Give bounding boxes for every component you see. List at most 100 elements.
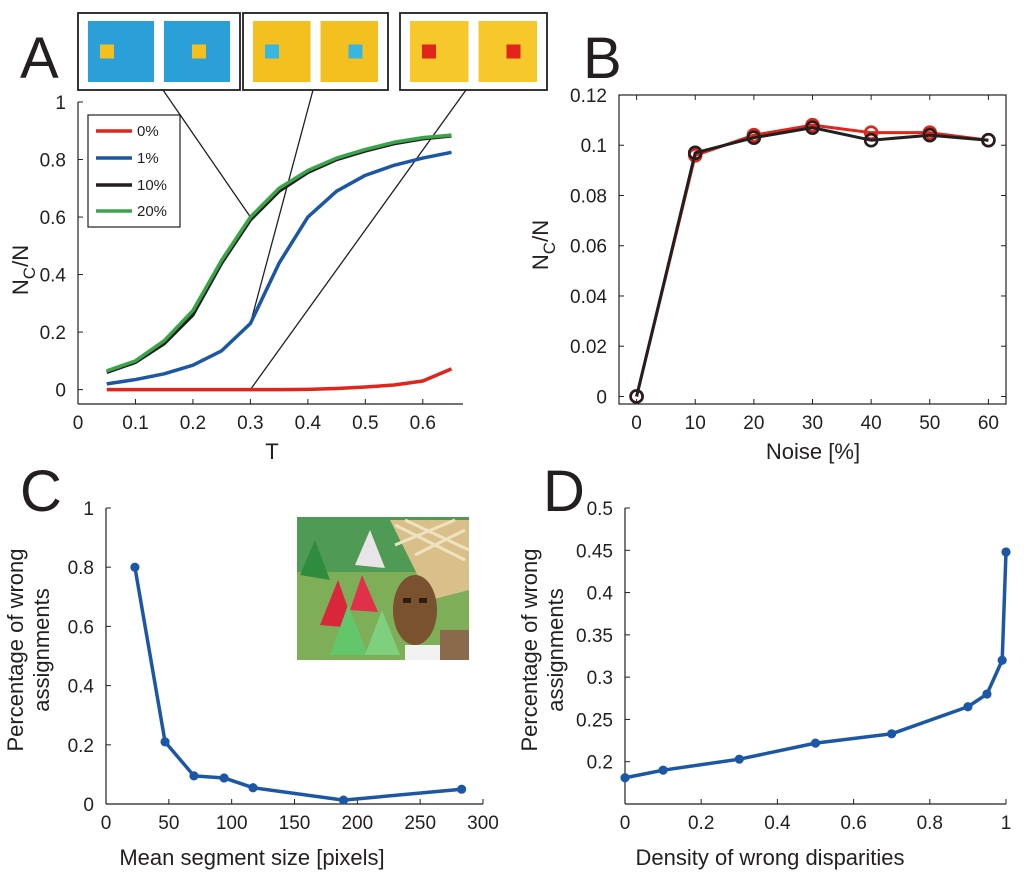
data-point (620, 773, 630, 783)
sample-scene-image (297, 517, 470, 660)
data-point (805, 120, 820, 135)
scene-cone (365, 610, 400, 655)
y-tick-label: 0 (596, 387, 607, 408)
panel-label-b: B (583, 26, 622, 91)
x-tick-label: 1 (1001, 813, 1012, 834)
chart-d-series (620, 547, 1011, 783)
x-tick-label: 0.2 (688, 813, 714, 834)
y-tick-label: 0.45 (576, 541, 613, 562)
data-point (746, 130, 762, 146)
y-tick-label: 0.06 (570, 237, 607, 258)
x-tick-label: 0.5 (352, 413, 378, 434)
data-point (887, 729, 897, 739)
chart-a-y-label: NC/N (8, 245, 39, 295)
legend-label-20pct: 20% (137, 203, 167, 220)
data-point (160, 737, 170, 747)
data-point (734, 754, 744, 764)
scene-box (440, 630, 469, 660)
callout-line (249, 89, 467, 390)
data-point (219, 773, 229, 783)
y-tick-label: 0.3 (587, 668, 613, 689)
data-point (629, 389, 644, 404)
x-tick-label: 200 (341, 813, 373, 834)
chart-c-x-label: Mean segment size [pixels] (119, 845, 384, 870)
x-tick-label: 60 (978, 413, 999, 434)
x-tick-label: 0.2 (180, 413, 206, 434)
x-tick-label: 0.4 (764, 813, 791, 834)
x-tick-label: 40 (861, 413, 882, 434)
y-tick-label: 1 (55, 93, 66, 114)
scene-lattice-bars (394, 518, 470, 562)
y-tick-label: 0 (83, 795, 94, 816)
data-point (863, 125, 879, 140)
y-tick-label: 0.8 (68, 558, 94, 579)
y-tick-label: 0.12 (570, 86, 607, 107)
data-point (982, 689, 992, 699)
y-tick-label: 0.2 (40, 323, 66, 344)
x-tick-label: 0.8 (917, 813, 943, 834)
noise-example-insets (77, 12, 548, 91)
x-tick-label: 0.1 (122, 413, 148, 434)
data-point (963, 702, 973, 712)
data-point (922, 127, 938, 143)
scene-cone (300, 540, 330, 580)
scene-label-card (405, 645, 440, 660)
legend-label-0pct: 0% (137, 123, 159, 140)
y-tick-label: 0.5 (587, 499, 613, 520)
y-tick-label: 0.2 (68, 736, 94, 757)
inset-target-square (422, 44, 436, 59)
y-tick-label: 0.4 (587, 584, 614, 605)
chart-c: 0 50 100 150 200 250 300 0 0.2 0.4 0.6 0.8 1 Mean se… (3, 499, 499, 870)
inset-target-square (506, 44, 521, 59)
plot-frame (618, 94, 1007, 405)
legend-label-1pct: 1% (137, 150, 159, 167)
scene-cone (330, 605, 368, 655)
x-tick-label: 0 (631, 413, 642, 434)
callout-line (162, 89, 251, 218)
y-tick-label: 0.25 (576, 710, 613, 731)
y-tick-label: 0.8 (40, 151, 66, 172)
y-tick-label: 0.4 (68, 677, 95, 698)
panel-label-d: D (543, 459, 585, 524)
x-tick-label: 0.4 (295, 413, 322, 434)
chart-d-y-label-line2: assignments (543, 588, 568, 712)
x-tick-label: 20 (743, 413, 764, 434)
series-line-0pct (106, 367, 453, 392)
y-tick-label: 0.35 (576, 626, 613, 647)
inset-thumbnail (88, 21, 154, 82)
y-tick-label: 0 (55, 381, 66, 402)
chart-d-y-label: Percentage of wrong (517, 548, 542, 751)
data-point (1001, 547, 1011, 557)
y-tick-label: 0.6 (68, 617, 94, 638)
x-tick-label: 300 (467, 813, 499, 834)
data-point (981, 132, 996, 148)
series-line-1pct (106, 150, 452, 386)
data-point (658, 765, 668, 775)
chart-b: 0 10 20 30 40 50 60 0 0.02 0.04 0.06 0.08 0.1 0.12 No… (528, 86, 1007, 464)
chart-d: 0 0.2 0.4 0.6 0.8 1 0.2 0.25 0.3 0.35 0.4 0.45 0.5 D… (517, 499, 1011, 870)
y-tick-label: 0.4 (40, 266, 67, 287)
x-tick-label: 50 (919, 413, 940, 434)
y-tick-label: 0.6 (40, 208, 66, 229)
data-point (248, 783, 258, 793)
legend-label-10pct: 10% (137, 177, 167, 194)
scene-mask-eye-left (403, 598, 411, 603)
inset-thumbnail (410, 21, 469, 82)
data-point (997, 655, 1007, 665)
y-tick-label: 0.04 (570, 287, 607, 308)
x-tick-label: 250 (404, 813, 436, 834)
x-tick-label: 0 (620, 813, 631, 834)
chart-b-x-label: Noise [%] (766, 439, 860, 464)
x-tick-label: 0 (73, 413, 84, 434)
chart-a-x-label: T (265, 439, 278, 464)
chart-a-axes: 0 0.1 0.2 0.3 0.4 0.5 0.6 0 0.2 0.4 0.6 0.8 1 (40, 93, 463, 434)
series-line-20pct (106, 133, 452, 373)
data-point (338, 795, 349, 805)
panel-label-a: A (20, 26, 59, 91)
y-tick-label: 0.08 (570, 186, 607, 207)
data-point (189, 771, 199, 781)
data-point (863, 132, 879, 148)
panel-label-c: C (20, 459, 62, 524)
chart-a: 0 0.1 0.2 0.3 0.4 0.5 0.6 0 0.2 0.4 0.6 0.8 1 0% 1% … (8, 12, 548, 464)
